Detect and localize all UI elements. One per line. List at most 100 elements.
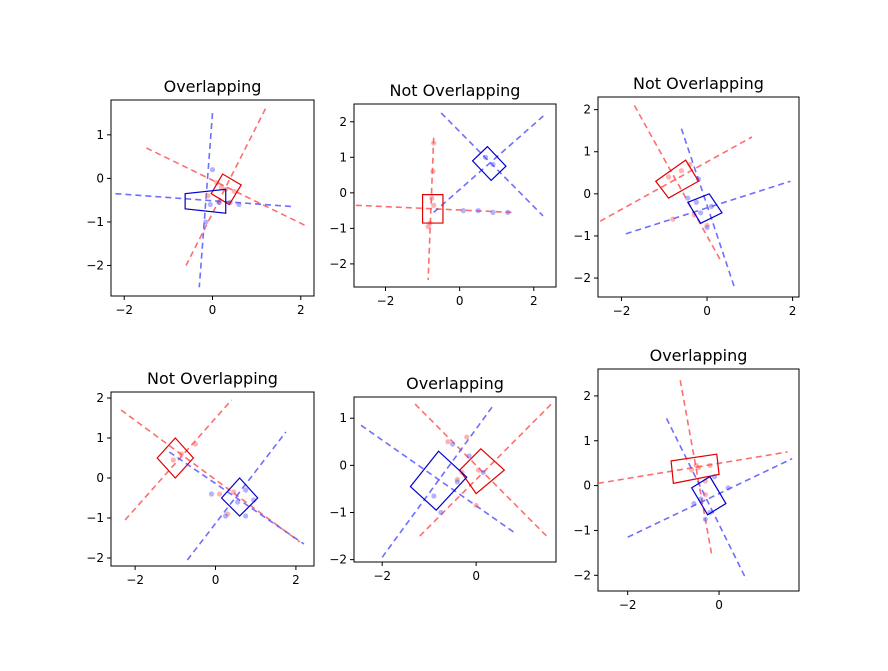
plot-area: [121, 400, 304, 560]
red-box: [157, 438, 193, 478]
red-point: [679, 168, 684, 173]
red-point: [430, 169, 435, 174]
y-tick-label: 1: [96, 128, 104, 142]
y-tick-label: 0: [583, 479, 591, 493]
subplot-title: Not Overlapping: [390, 81, 521, 100]
x-tick-label: −2: [373, 569, 391, 583]
blue-point: [235, 499, 240, 504]
y-tick-label: 1: [96, 431, 104, 445]
x-tick-label: −2: [613, 304, 631, 318]
blue-box: [692, 477, 726, 515]
y-tick-label: 1: [583, 145, 591, 159]
x-tick-label: 2: [530, 294, 538, 308]
blue-point: [438, 510, 443, 515]
blue-point: [461, 208, 466, 213]
y-tick-label: 1: [583, 434, 591, 448]
subplot-4: Not Overlapping −2 0 2 −2 −1 0 1 2: [86, 369, 314, 587]
red-point: [193, 441, 198, 446]
plot-area: [361, 404, 551, 557]
y-tick-label: −1: [329, 506, 347, 520]
x-tick-label: 0: [212, 573, 220, 587]
red-point: [474, 503, 479, 508]
x-tick-label: 2: [789, 304, 797, 318]
red-point: [689, 467, 694, 472]
blue-point: [709, 204, 714, 209]
red-point: [464, 434, 469, 439]
red-point: [205, 193, 210, 198]
red-point: [707, 463, 712, 468]
blue-point: [703, 517, 708, 522]
red-point: [429, 196, 434, 201]
red-point: [219, 185, 224, 190]
blue-point: [685, 195, 690, 200]
blue-point: [694, 200, 699, 205]
blue-point: [481, 470, 486, 475]
plot-area: [115, 109, 305, 288]
y-tick-label: −1: [573, 229, 591, 243]
blue-point: [450, 442, 455, 447]
blue-point: [490, 210, 495, 215]
blue-point: [466, 453, 471, 458]
blue-point: [243, 487, 248, 492]
blue-point: [208, 202, 213, 207]
y-tick-label: −1: [86, 215, 104, 229]
y-tick-label: −1: [86, 511, 104, 525]
blue-point: [431, 493, 436, 498]
y-tick-label: −2: [86, 259, 104, 273]
x-tick-label: −2: [619, 598, 637, 612]
blue-axis-line: [681, 129, 734, 289]
y-tick-label: 0: [339, 186, 347, 200]
x-tick-label: 2: [297, 303, 305, 317]
y-tick-label: 2: [339, 115, 347, 129]
subplot-2: Not Overlapping−2 0 2−2−1012: [329, 81, 556, 308]
y-tick-label: 2: [583, 389, 591, 403]
y-tick-label: −2: [329, 553, 347, 567]
red-point: [431, 203, 436, 208]
blue-point: [210, 167, 215, 172]
blue-point: [691, 501, 696, 506]
blue-point: [476, 208, 481, 213]
blue-point: [209, 491, 214, 496]
subplot-title: Overlapping: [650, 346, 748, 365]
axes-frame: [111, 392, 314, 566]
red-point: [703, 492, 708, 497]
red-point: [445, 439, 450, 444]
subplot-title: Overlapping: [406, 374, 504, 393]
y-tick-label: 2: [583, 103, 591, 117]
subplot-5: Overlapping−2 0−2−101: [329, 374, 556, 583]
blue-point: [704, 225, 709, 230]
x-tick-label: 0: [703, 304, 711, 318]
y-tick-label: −2: [573, 568, 591, 582]
y-tick-label: −2: [86, 551, 104, 565]
blue-axis-line: [667, 418, 747, 579]
y-tick-label: −1: [573, 523, 591, 537]
red-axis-line: [634, 105, 720, 259]
subplot-title: Not Overlapping: [147, 369, 278, 388]
blue-point: [505, 210, 510, 215]
blue-point: [243, 513, 248, 518]
blue-axis-line: [434, 115, 545, 213]
y-tick-label: 1: [339, 150, 347, 164]
red-axis-line: [125, 400, 232, 520]
subplot-3: Not Overlapping −2 0 2 −2 −1 0 1 2: [573, 74, 799, 318]
blue-point: [217, 200, 222, 205]
y-tick-label: 2: [96, 391, 104, 405]
x-tick-label: 0: [715, 598, 723, 612]
x-tick-label: 2: [292, 573, 300, 587]
y-tick-label: 0: [583, 187, 591, 201]
subplot-title: Overlapping: [164, 77, 262, 96]
x-tick-label: 0: [456, 294, 464, 308]
y-tick-label: 1: [339, 411, 347, 425]
red-point: [696, 465, 701, 470]
blue-point: [490, 162, 495, 167]
axes-frame: [598, 97, 799, 297]
axes-frame: [111, 100, 314, 296]
blue-point: [223, 513, 228, 518]
y-tick-label: 0: [96, 471, 104, 485]
red-point: [217, 491, 222, 496]
red-point: [179, 451, 184, 456]
blue-point: [726, 485, 731, 490]
blue-box: [222, 478, 258, 516]
red-point: [426, 224, 431, 229]
plot-area: [356, 113, 545, 280]
